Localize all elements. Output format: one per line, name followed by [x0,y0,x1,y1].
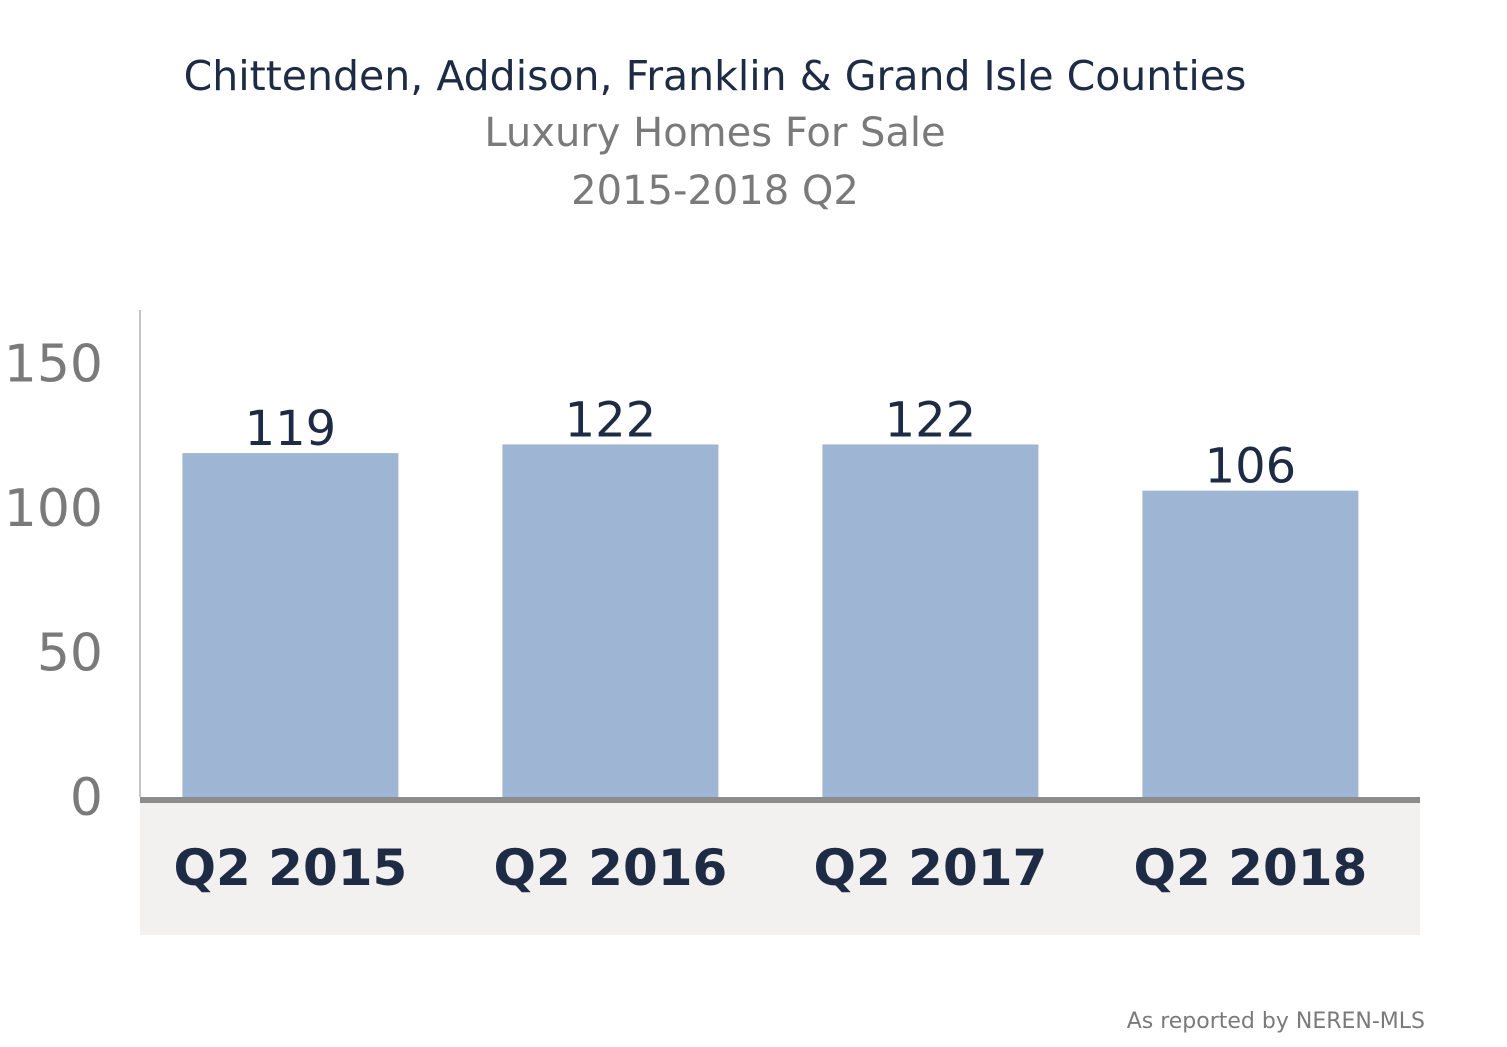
chart-subtitle: Luxury Homes For Sale [484,110,946,156]
chart-title: Chittenden, Addison, Franklin & Grand Is… [183,52,1247,100]
y-tick-label: 0 [70,768,103,828]
bar [1142,490,1359,797]
chart-title-block: Chittenden, Addison, Franklin & Grand Is… [0,48,1430,220]
x-tick-label: Q2 2016 [493,839,727,897]
bar [182,453,399,797]
data-label: 119 [245,401,337,457]
x-tick-label: Q2 2015 [173,839,407,897]
bar [822,444,1039,797]
y-tick-label: 150 [4,335,103,395]
data-label: 106 [1205,439,1297,495]
chart-period: 2015-2018 Q2 [571,168,859,214]
source-note: As reported by NEREN-MLS [1126,1009,1425,1034]
x-axis-band [140,797,1420,935]
data-label: 122 [885,392,977,448]
x-tick-label: Q2 2017 [813,839,1047,897]
data-label: 122 [565,392,657,448]
x-tick-label: Q2 2018 [1133,839,1367,897]
y-tick-label: 100 [4,479,103,539]
bar [502,444,719,797]
y-tick-label: 50 [37,624,103,684]
x-axis-baseline [140,797,1420,803]
